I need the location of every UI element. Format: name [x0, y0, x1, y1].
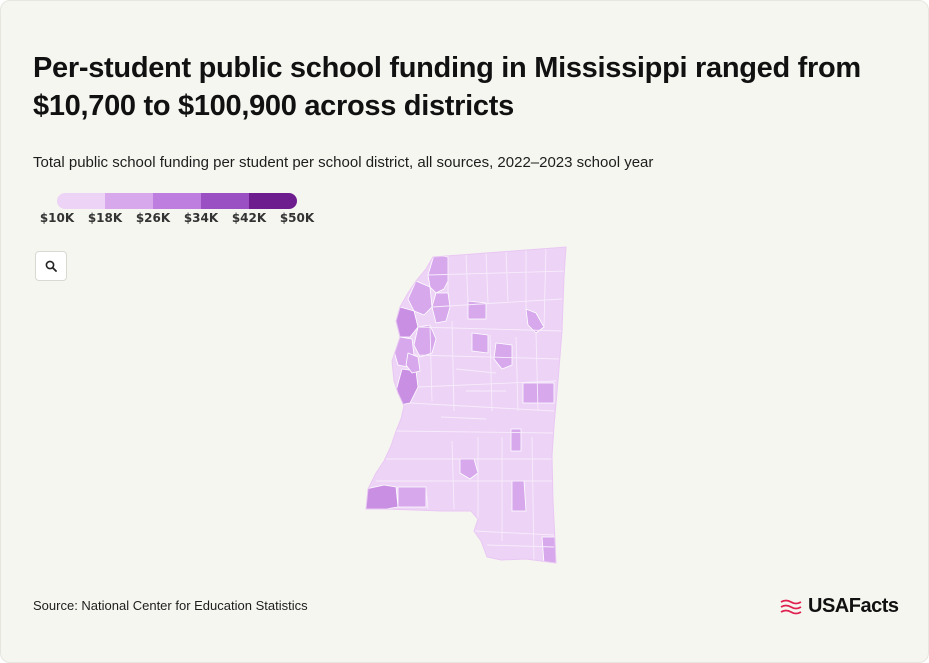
district-region[interactable]: [407, 280, 433, 316]
legend-swatch-5: [249, 193, 297, 209]
chart-title: Per-student public school funding in Mis…: [33, 52, 861, 122]
district-region[interactable]: [510, 428, 522, 452]
map-base-region: [366, 247, 566, 563]
zoom-button[interactable]: [35, 251, 67, 281]
legend-label-42k: $42K: [231, 211, 267, 225]
state-outline: [365, 246, 567, 564]
chart-subtitle: Total public school funding per student …: [33, 154, 654, 171]
district-region[interactable]: [511, 480, 527, 512]
district-region[interactable]: [541, 536, 557, 563]
legend-bar: [57, 193, 297, 209]
district-region[interactable]: [467, 300, 487, 320]
brand-name: USAFacts: [808, 595, 899, 617]
usafacts-flag-icon: [780, 599, 802, 614]
search-icon: [45, 260, 57, 272]
source-note: Source: National Center for Education St…: [33, 598, 308, 613]
color-legend: $10K $18K $26K $34K $42K $50K: [33, 191, 333, 231]
legend-swatch-4: [201, 193, 249, 209]
district-region[interactable]: [471, 332, 489, 354]
legend-label-10k: $10K: [39, 211, 75, 225]
legend-label-26k: $26K: [135, 211, 171, 225]
district-region[interactable]: [493, 342, 513, 370]
legend-swatch-3: [153, 193, 201, 209]
district-region[interactable]: [405, 352, 421, 374]
mississippi-map: [365, 246, 567, 564]
legend-swatch-1: [57, 193, 105, 209]
legend-label-34k: $34K: [183, 211, 219, 225]
legend-label-50k: $50K: [279, 211, 315, 225]
legend-label-18k: $18K: [87, 211, 123, 225]
district-region[interactable]: [366, 484, 399, 510]
district-region[interactable]: [397, 486, 427, 508]
legend-swatch-2: [105, 193, 153, 209]
brand-logo[interactable]: USAFacts: [780, 595, 899, 618]
district-region[interactable]: [522, 382, 555, 404]
